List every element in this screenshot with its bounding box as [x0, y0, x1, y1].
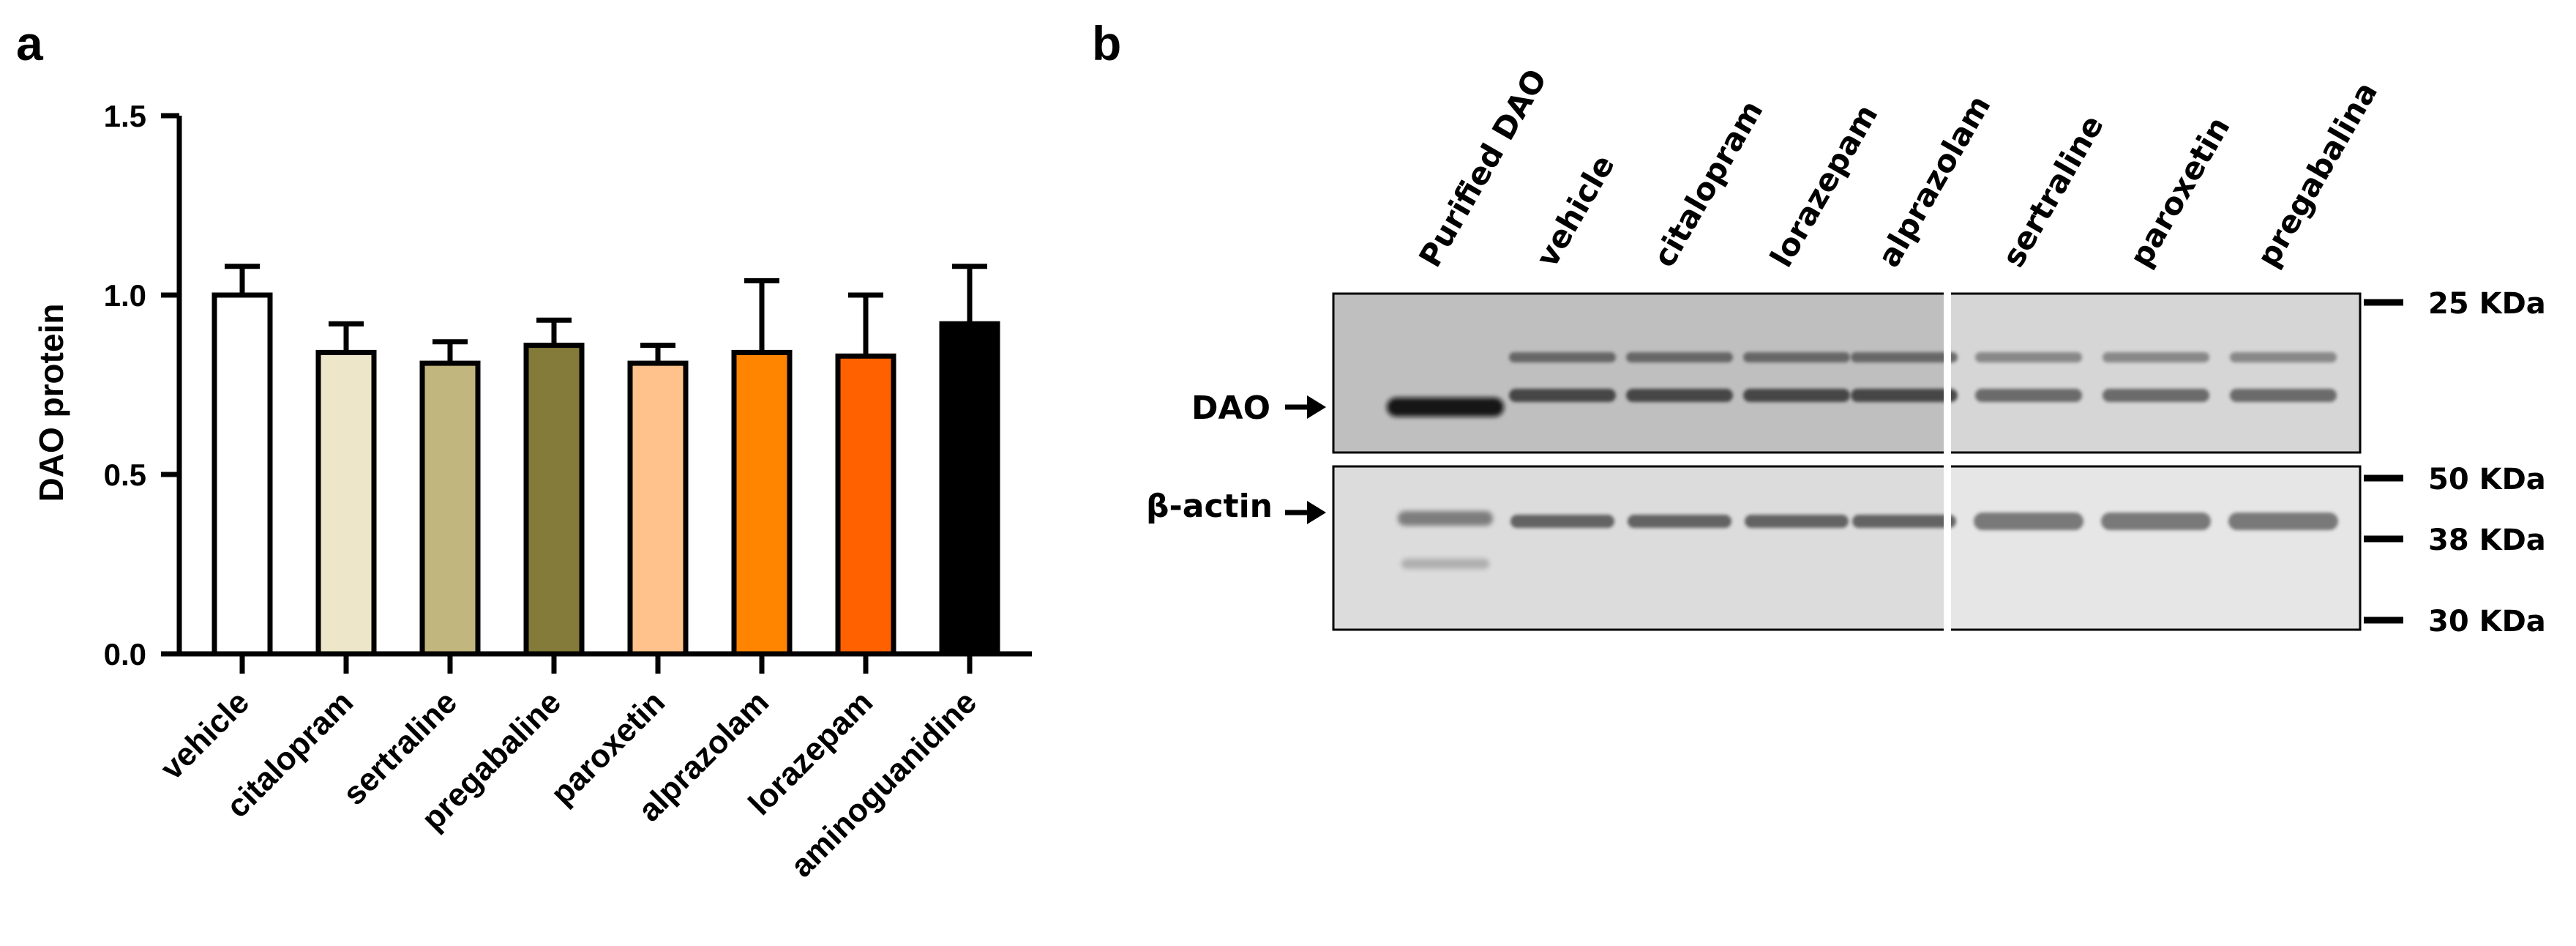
svg-text:25 KDa: 25 KDa — [2428, 287, 2546, 321]
dao-upper-band — [1626, 352, 1733, 362]
actin-row-label: β-actin — [1146, 488, 1273, 525]
marker-25kda: 25 KDa — [2364, 287, 2546, 321]
dao-upper-band — [2103, 352, 2209, 362]
bar-sertraline — [419, 360, 481, 657]
dao-lower-band — [1851, 389, 1958, 402]
dao-lower-band — [2230, 389, 2337, 402]
actin-membrane-right — [1951, 466, 2360, 630]
dao-upper-band — [1975, 352, 2082, 362]
y-tick-label: 1.5 — [104, 99, 146, 133]
y-tick-label: 0.5 — [104, 458, 146, 492]
bar-alprazolam — [731, 349, 793, 657]
bar-citalopram — [315, 349, 377, 657]
x-axis: vehiclecitalopramsertralinepregabalinepa… — [154, 654, 984, 884]
dao-upper-band — [1509, 352, 1616, 362]
lane-label: vehicle — [1529, 149, 1621, 273]
lane-splice-gap — [1944, 292, 1951, 631]
x-tick-label: vehicle — [154, 684, 256, 786]
panel-letter-a: a — [16, 16, 44, 70]
dao-lower-band — [1743, 389, 1850, 402]
lane-label: alprazolam — [1871, 89, 1997, 273]
dao-band-purified — [1387, 398, 1504, 417]
actin-membrane-left — [1333, 466, 1944, 630]
svg-text:50 KDa: 50 KDa — [2428, 463, 2546, 496]
svg-text:30 KDa: 30 KDa — [2428, 605, 2546, 638]
actin-band — [2228, 513, 2338, 530]
svg-text:38 KDa: 38 KDa — [2428, 524, 2546, 557]
dao-lower-band — [1509, 389, 1616, 402]
lane-label: sertraline — [1995, 109, 2111, 273]
lane-label: lorazepam — [1763, 98, 1884, 273]
bar-chart: DAO protein 0.0 0.5 1.0 1.5 vehiclecitalopr… — [32, 99, 1032, 884]
marker-30kda: 30 KDa — [2364, 605, 2546, 638]
y-axis-title: DAO protein — [32, 304, 70, 502]
bar-lorazepam — [835, 353, 896, 657]
actin-band — [1510, 515, 1614, 528]
dao-row-label: DAO — [1191, 390, 1270, 427]
actin-arrow-icon — [1285, 501, 1326, 524]
dao-arrow-icon — [1285, 395, 1326, 419]
bars-group — [211, 264, 1000, 657]
bar-vehicle — [211, 292, 273, 657]
actin-band — [1745, 515, 1849, 528]
blot-bands — [1387, 352, 2338, 569]
dao-lower-band — [2103, 389, 2209, 402]
bar-aminoguanidine — [939, 321, 1000, 657]
actin-band-purified — [1398, 511, 1493, 526]
dao-membrane-left — [1333, 294, 1944, 452]
actin-band — [1628, 515, 1731, 528]
lane-label: Purified DAO — [1412, 63, 1554, 273]
bar-pregabaline — [523, 343, 585, 657]
panel-letter-b: b — [1092, 16, 1121, 70]
marker-50kda: 50 KDa — [2364, 463, 2546, 496]
lane-label: pregabalina — [2250, 75, 2384, 273]
actin-membrane-border — [1332, 465, 2362, 631]
y-tick-label: 0.0 — [104, 637, 146, 671]
dao-upper-band — [1743, 352, 1850, 362]
bar-paroxetin — [627, 360, 689, 657]
x-tick-label: aminoguanidine — [784, 684, 984, 884]
dao-membrane-right — [1951, 294, 2360, 452]
marker-38kda: 38 KDa — [2364, 524, 2546, 557]
actin-faint-band — [1401, 559, 1489, 569]
y-axis: 0.0 0.5 1.0 1.5 — [104, 99, 179, 671]
dao-lower-band — [1626, 389, 1733, 402]
actin-band — [1852, 515, 1956, 528]
actin-band — [1974, 513, 2083, 530]
dao-upper-band — [2230, 352, 2337, 362]
dao-upper-band — [1851, 352, 1958, 362]
y-tick-label: 1.0 — [104, 278, 146, 313]
dao-lower-band — [1975, 389, 2082, 402]
dao-membrane-border — [1332, 292, 2362, 454]
lane-label: citalopram — [1646, 94, 1770, 273]
lane-label: paroxetin — [2122, 111, 2236, 273]
actin-band — [2101, 513, 2211, 530]
